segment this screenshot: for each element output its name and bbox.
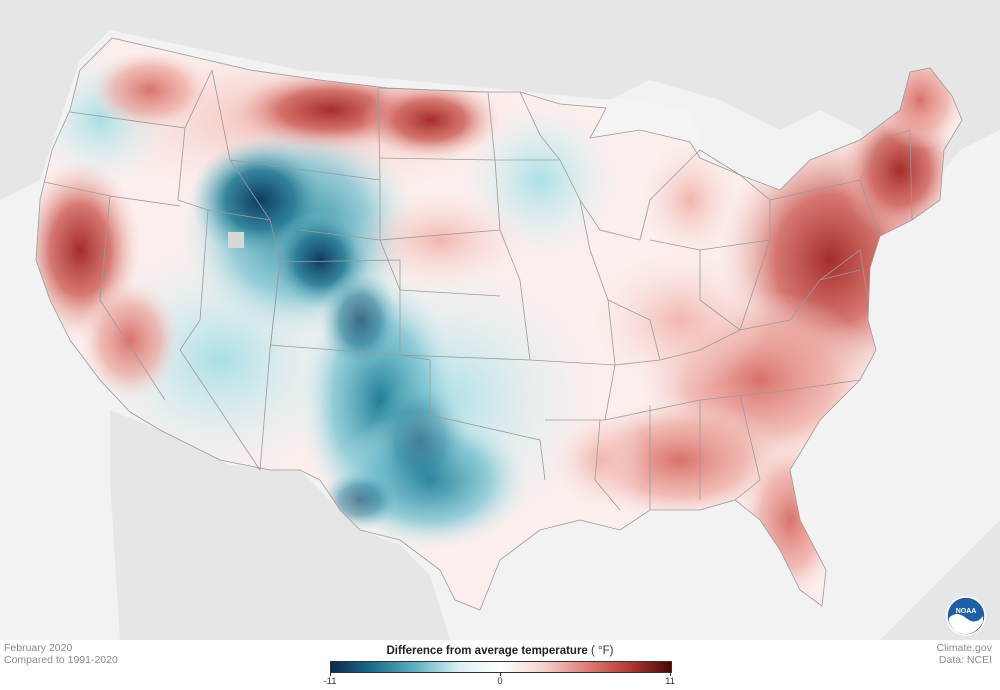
noaa-logo-icon[interactable]: NOAA [946,596,986,636]
legend-tick-max: 11 [665,676,675,687]
legend-title: Difference from average temperature ( °F… [300,645,700,657]
legend-color-bar [330,661,672,673]
legend-tick-min: -11 [323,676,337,687]
noaa-logo-text: NOAA [956,608,977,615]
great-salt-lake [228,232,244,248]
legend-tickmark-zero [500,672,501,676]
legend-tickmark-max [670,672,671,676]
site-credit[interactable]: Climate.gov [936,642,992,654]
legend-tick-zero: 0 [497,676,503,687]
legend-unit: ( °F) [591,645,614,657]
footer-right: Climate.gov Data: NCEI [937,642,992,666]
baseline-period: Compared to 1991-2020 [4,654,118,666]
legend-title-text: Difference from average temperature [386,645,588,657]
footer-left: February 2020 Compared to 1991-2020 [4,642,118,666]
temperature-anomaly-map [0,0,1000,640]
state-borders [35,37,963,611]
legend-tickmark-min [330,672,331,676]
color-legend: Difference from average temperature ( °F… [300,645,700,689]
map-area [0,0,1000,640]
data-source: Data: NCEI [938,654,992,666]
map-date: February 2020 [4,642,73,654]
